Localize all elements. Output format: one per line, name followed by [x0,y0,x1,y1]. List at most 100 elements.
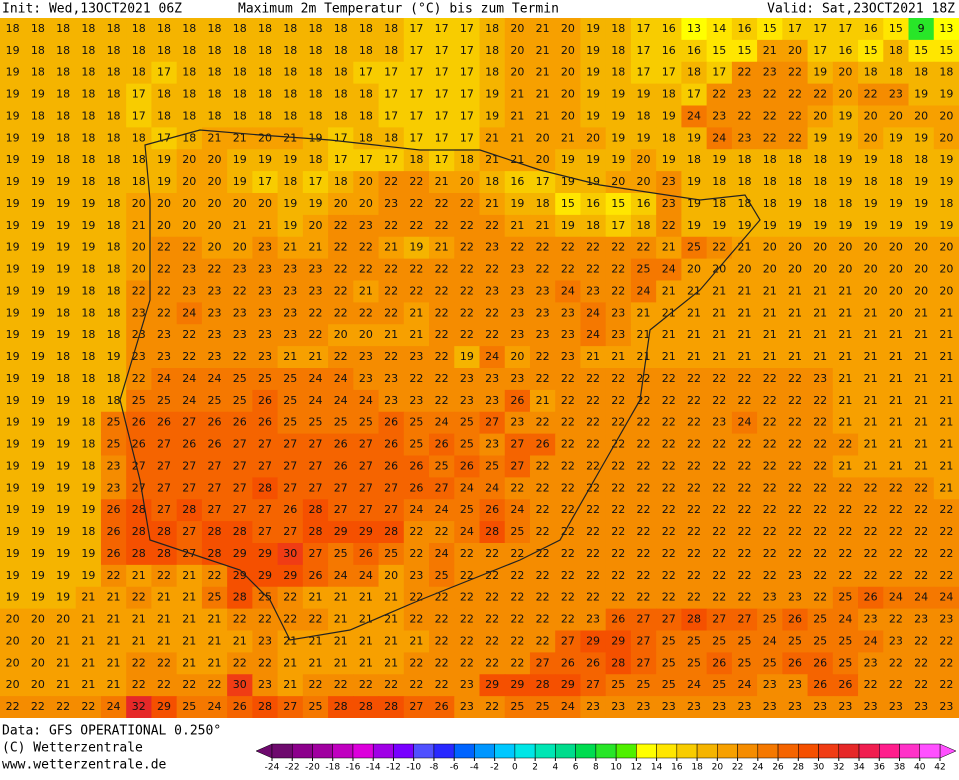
temp-cell [757,83,783,107]
temp-cell [151,280,178,303]
temp-label: 24 [687,678,701,691]
temp-cell [605,105,632,128]
temp-label: 22 [409,656,423,669]
temp-label: 18 [359,22,373,35]
temp-label: 20 [889,263,903,276]
temp-label: 22 [914,525,928,538]
temp-label: 19 [283,153,297,166]
temp-label: 22 [737,525,751,538]
temp-cell [454,214,481,238]
temp-label: 22 [485,591,499,604]
temp-label: 17 [460,22,474,35]
temp-label: 20 [308,219,322,232]
temp-label: 18 [889,153,903,166]
temp-label: 27 [510,438,524,451]
temp-label: 19 [81,219,95,232]
temp-label: 19 [838,153,852,166]
temp-label: 22 [233,350,247,363]
temp-label: 17 [359,66,373,79]
temp-cell [100,171,127,194]
temp-cell [176,149,203,172]
temp-label: 22 [409,284,423,297]
temp-label: 17 [409,44,423,57]
temp-label: 21 [838,394,852,407]
temp-cell [706,127,733,150]
temp-cell [201,18,228,41]
temp-label: 21 [864,394,878,407]
temp-label: 26 [107,547,121,560]
temp-label: 20 [182,153,196,166]
temp-label: 27 [233,503,247,516]
temp-label: 21 [864,306,878,319]
temp-cell [681,236,708,260]
temp-label: 19 [308,197,322,210]
temp-cell [252,280,279,303]
temp-cell [201,105,228,128]
temp-label: 28 [384,525,398,538]
temp-cell [75,61,102,85]
temp-label: 22 [662,503,676,516]
temp-label: 16 [662,22,676,35]
temp-label: 22 [586,263,600,276]
temp-label: 19 [157,153,171,166]
temp-cell [630,127,657,150]
temp-label: 22 [813,569,827,582]
temp-label: 24 [182,372,196,385]
temp-label: 21 [132,613,146,626]
temp-cell [731,258,758,282]
temp-label: 22 [258,656,272,669]
temp-label: 22 [384,284,398,297]
temp-label: 19 [81,197,95,210]
temp-label: 17 [435,88,449,101]
temp-label: 23 [662,700,676,713]
temp-cell [353,83,380,107]
temp-label: 22 [308,306,322,319]
temp-cell [176,258,203,282]
temp-label: 21 [838,459,852,472]
temp-cell [176,18,203,41]
colorbar-swatch [271,743,293,759]
temp-label: 27 [561,634,575,647]
temp-cell [580,193,607,216]
temp-cell [757,39,783,63]
colorbar-label: 24 [752,763,764,773]
temp-cell [883,105,910,128]
temp-label: 22 [157,306,171,319]
temp-label: 22 [864,569,878,582]
temp-cell [0,214,26,238]
temp-label: 16 [737,22,751,35]
temp-cell [933,258,959,282]
temp-cell [403,258,430,282]
temp-label: 22 [409,678,423,691]
temp-label: 23 [208,306,222,319]
temp-cell [504,18,531,41]
temp-label: 19 [838,109,852,122]
temp-label: 22 [460,656,474,669]
temp-cell [252,105,279,128]
temp-label: 15 [889,22,903,35]
temp-cell [656,18,682,41]
temp-label: 22 [132,591,146,604]
temp-label: 20 [586,131,600,144]
temp-label: 21 [536,109,550,122]
temp-label: 22 [536,525,550,538]
temp-cell [328,83,354,107]
temp-label: 20 [334,197,348,210]
temp-label: 21 [889,394,903,407]
temp-label: 22 [435,678,449,691]
temp-label: 23 [208,328,222,341]
temp-label: 22 [435,306,449,319]
temp-cell [479,105,506,128]
temp-label: 17 [132,88,146,101]
temp-label: 22 [561,241,575,254]
temp-cell [302,280,329,303]
temp-label: 17 [157,131,171,144]
temp-cell [378,149,405,172]
temp-label: 28 [157,525,171,538]
temp-label: 13 [939,22,953,35]
temp-label: 20 [6,678,20,691]
temp-label: 26 [435,700,449,713]
temp-label: 23 [258,284,272,297]
temp-label: 22 [586,547,600,560]
temp-label: 19 [586,44,600,57]
